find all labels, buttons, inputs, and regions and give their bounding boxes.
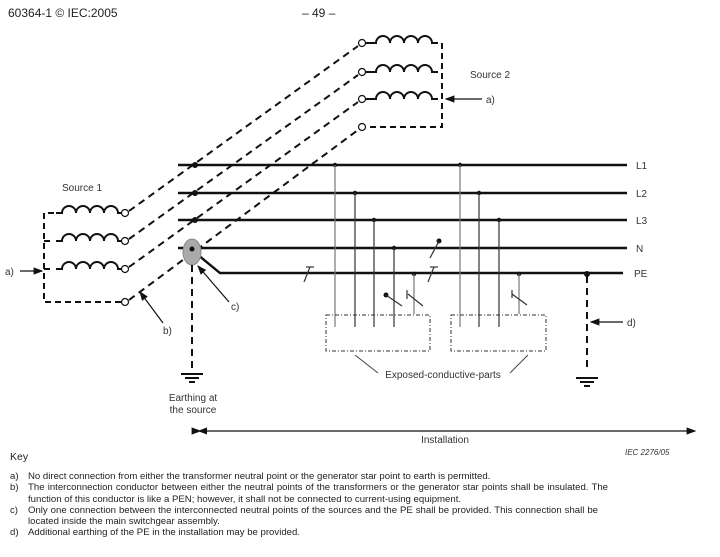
source-1-windings xyxy=(43,205,122,303)
interconnection-lines xyxy=(128,45,359,301)
equipment-connections xyxy=(334,165,520,327)
label-l1: L1 xyxy=(636,161,648,172)
key-list: a) No direct connection from either the t… xyxy=(10,471,608,539)
label-n: N xyxy=(636,244,643,255)
callout-b: b) xyxy=(163,326,172,337)
source-2-windings xyxy=(366,35,443,128)
key-item-c: c) Only one connection between the interc… xyxy=(10,504,598,528)
exposed-conductive-parts-boxes xyxy=(325,314,547,352)
key-title: Key xyxy=(10,451,29,463)
label-pe: PE xyxy=(634,269,648,280)
key-item-a: a) No direct connection from either the t… xyxy=(10,471,491,482)
callout-a-source1: a) xyxy=(5,267,14,278)
key-item-b: b) The interconnection conductor between … xyxy=(10,482,608,505)
earth-symbol-source xyxy=(181,373,203,383)
header-standard-ref: 60364-1 © IEC:2005 xyxy=(8,6,118,20)
label-l2: L2 xyxy=(636,189,648,200)
callout-d: d) xyxy=(627,318,636,329)
earthing-label-1: Earthing at xyxy=(169,393,218,404)
pe-n-connection-point xyxy=(182,238,202,266)
callout-a-source2: a) xyxy=(486,95,495,106)
page-number: – 49 – xyxy=(302,6,336,20)
callout-c: c) xyxy=(231,302,239,313)
conductor-pe xyxy=(191,249,623,275)
earthing-label-2: the source xyxy=(170,405,217,416)
key-item-d: d) Additional earthing of the PE in the i… xyxy=(10,527,300,539)
installation-label: Installation xyxy=(421,435,469,446)
source-2-label: Source 2 xyxy=(470,70,510,81)
source-1-label: Source 1 xyxy=(62,183,102,194)
exposed-parts-label: Exposed-conductive-parts xyxy=(385,370,501,381)
label-l3: L3 xyxy=(636,216,648,227)
figure-id: IEC 2276/05 xyxy=(625,448,670,457)
earth-symbol-installation xyxy=(576,377,598,387)
